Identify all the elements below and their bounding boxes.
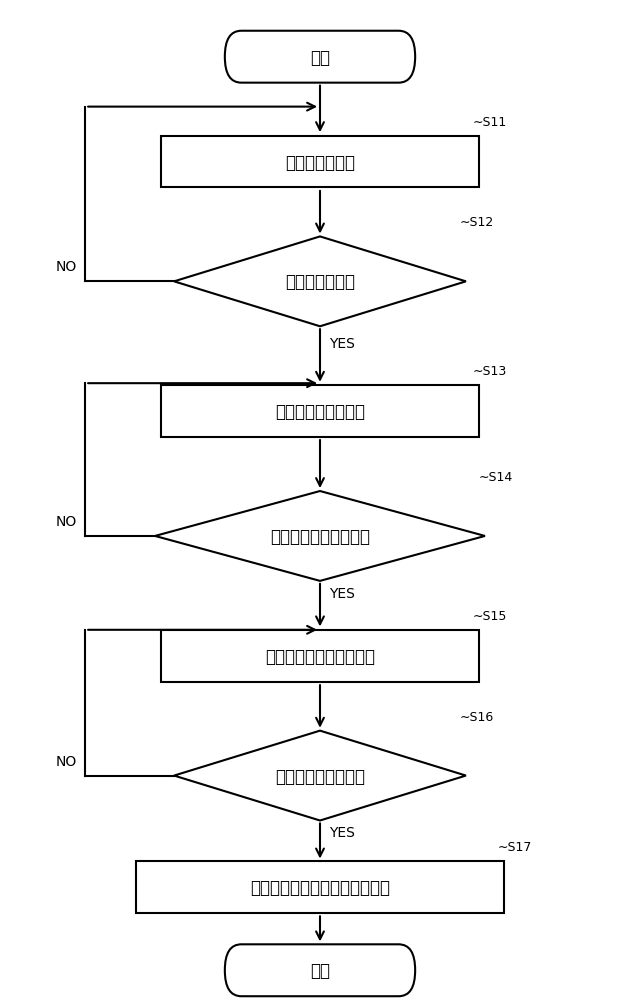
Text: YES: YES bbox=[330, 337, 355, 351]
Bar bbox=[161, 136, 479, 189]
Text: 画面をタッチ？: 画面をタッチ？ bbox=[285, 273, 355, 291]
Text: ∼S16: ∼S16 bbox=[460, 710, 494, 723]
Text: 開始: 開始 bbox=[310, 48, 330, 66]
Text: ∼S14: ∼S14 bbox=[479, 470, 513, 483]
Text: ∼S17: ∼S17 bbox=[498, 841, 532, 854]
Polygon shape bbox=[174, 237, 466, 327]
Text: ∼S12: ∼S12 bbox=[460, 217, 494, 230]
Text: ∼S13: ∼S13 bbox=[472, 365, 506, 378]
Polygon shape bbox=[155, 491, 485, 582]
FancyBboxPatch shape bbox=[225, 945, 415, 996]
Text: カード情報の読取り処理へ移行: カード情報の読取り処理へ移行 bbox=[250, 879, 390, 897]
FancyBboxPatch shape bbox=[225, 32, 415, 83]
Text: 終了: 終了 bbox=[310, 961, 330, 979]
Text: YES: YES bbox=[330, 587, 355, 600]
Text: YES: YES bbox=[330, 825, 355, 840]
Polygon shape bbox=[174, 731, 466, 820]
Bar bbox=[161, 630, 479, 682]
Text: 受付画面を表示: 受付画面を表示 bbox=[285, 153, 355, 172]
Text: ∼S15: ∼S15 bbox=[472, 609, 507, 622]
Text: ∼S11: ∼S11 bbox=[472, 115, 506, 128]
Text: NO: NO bbox=[56, 754, 77, 768]
Bar bbox=[136, 862, 504, 914]
Text: 申込情報を記憶部へ記憶: 申込情報を記憶部へ記憶 bbox=[265, 647, 375, 665]
Text: 申込情報の入力あり？: 申込情報の入力あり？ bbox=[270, 528, 370, 546]
Text: 発行ボタンを押下？: 発行ボタンを押下？ bbox=[275, 767, 365, 784]
Text: 申込入力画面を表示: 申込入力画面を表示 bbox=[275, 403, 365, 420]
Bar bbox=[161, 386, 479, 437]
Text: NO: NO bbox=[56, 260, 77, 274]
Text: NO: NO bbox=[56, 515, 77, 529]
